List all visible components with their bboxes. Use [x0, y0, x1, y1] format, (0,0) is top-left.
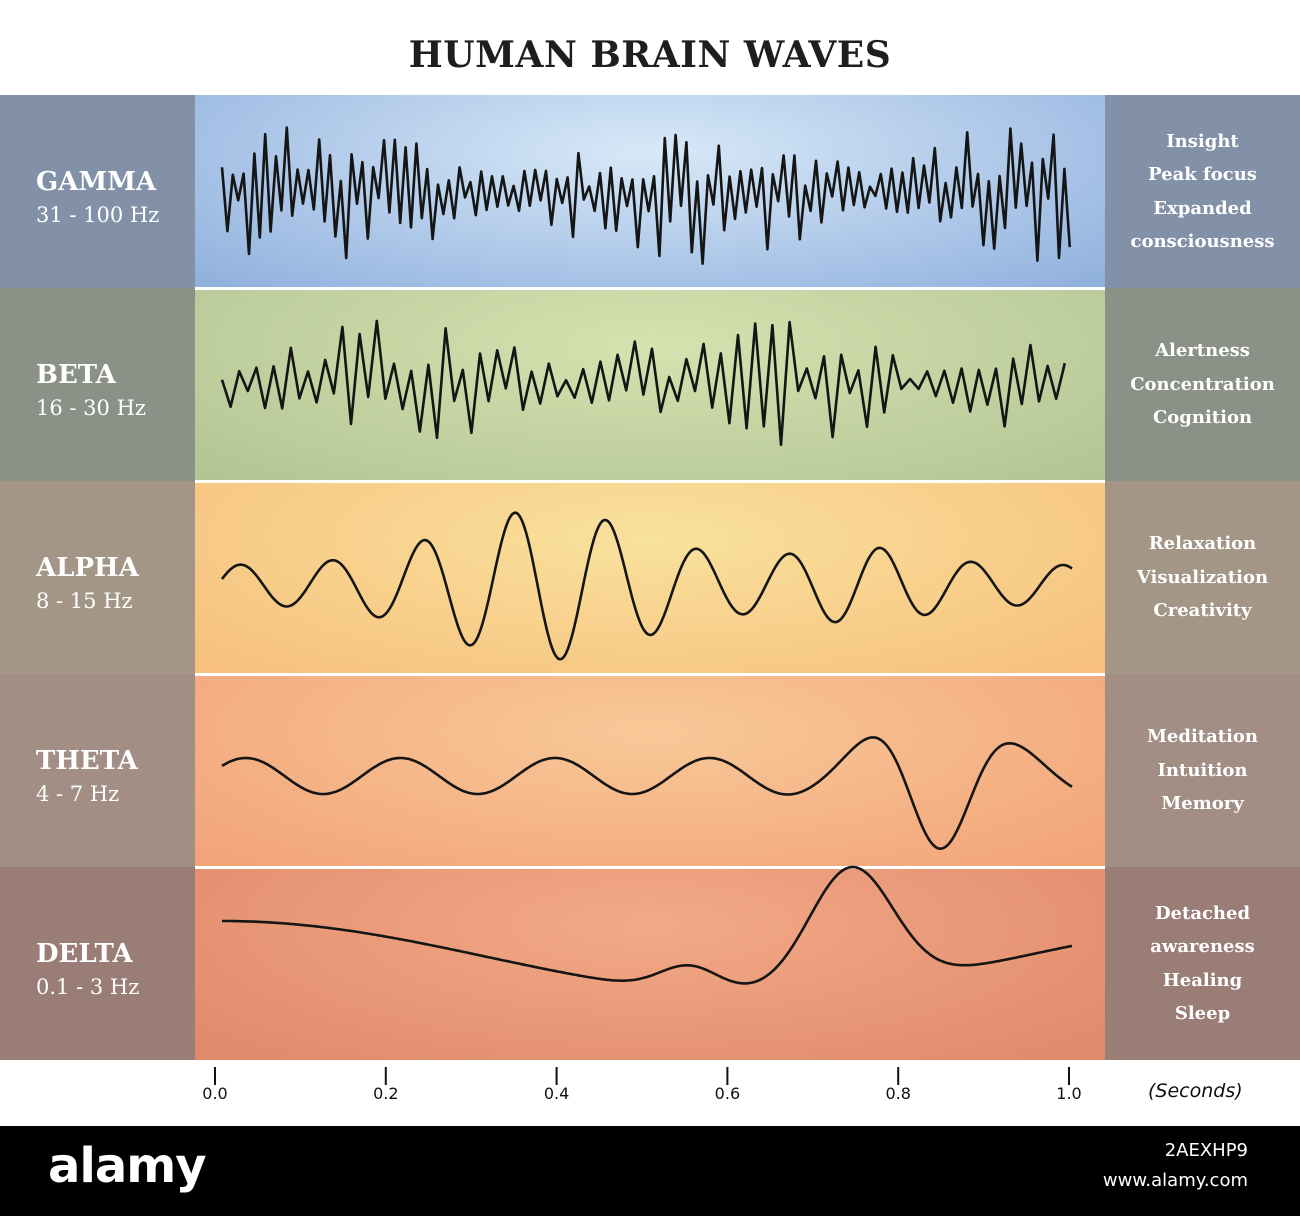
band-effect: Expanded	[1153, 197, 1252, 219]
band-label-panel: GAMMA 31 - 100 Hz	[0, 95, 195, 288]
band-effects-panel: Alertness Concentration Cognition	[1105, 288, 1300, 481]
band-effect: Sleep	[1174, 1003, 1231, 1024]
axis-tick-label: 0.8	[885, 1084, 910, 1103]
band-separator	[195, 480, 1105, 483]
footer-url: www.alamy.com	[1102, 1170, 1248, 1191]
axis-tick-label: 1.0	[1056, 1084, 1081, 1103]
axis-tick-label: 0.2	[373, 1084, 398, 1103]
footer-bar: alamy 2AEXHP9 www.alamy.com	[0, 1126, 1300, 1216]
band-effect: Memory	[1161, 793, 1244, 815]
band-separator	[195, 673, 1105, 676]
footer-logo: alamy	[48, 1138, 207, 1194]
band-name: DELTA	[36, 939, 133, 969]
band-effect: awareness	[1150, 936, 1255, 957]
band-label-panel: ALPHA 8 - 15 Hz	[0, 481, 195, 674]
band-effect: Insight	[1166, 130, 1239, 152]
band-effect: Peak focus	[1148, 164, 1257, 185]
band-effects-panel: Relaxation Visualization Creativity	[1105, 481, 1300, 674]
band-effect: Alertness	[1155, 340, 1250, 362]
band-name: ALPHA	[36, 553, 139, 583]
band-separator	[195, 287, 1105, 290]
band-label-panel: DELTA 0.1 - 3 Hz	[0, 867, 195, 1060]
band-effect: Creativity	[1153, 600, 1252, 622]
axis-tick-label: 0.0	[202, 1084, 227, 1103]
axis-unit-label: (Seconds)	[1148, 1080, 1243, 1102]
footer-image-id: 2AEXHP9	[1164, 1140, 1248, 1161]
band-effect: Healing	[1162, 969, 1243, 991]
band-effect: Relaxation	[1148, 533, 1257, 555]
band-name: BETA	[36, 360, 116, 390]
band-effect: Intuition	[1157, 759, 1248, 781]
axis-tick-label: 0.6	[715, 1084, 740, 1103]
band-label-panel: THETA 4 - 7 Hz	[0, 674, 195, 867]
band-frequency-range: 4 - 7 Hz	[36, 782, 120, 806]
band-frequency-range: 16 - 30 Hz	[36, 396, 146, 420]
diagram-title: HUMAN BRAIN WAVES	[408, 34, 892, 76]
band-frequency-range: 8 - 15 Hz	[36, 589, 133, 613]
band-effects-panel: Detached awareness Healing Sleep	[1105, 867, 1300, 1060]
band-effect: Concentration	[1130, 373, 1275, 395]
axis-tick-label: 0.4	[544, 1084, 569, 1103]
band-label-panel: BETA 16 - 30 Hz	[0, 288, 195, 481]
band-frequency-range: 31 - 100 Hz	[36, 203, 160, 227]
band-effects-panel: Insight Peak focus Expanded consciousness	[1105, 95, 1300, 288]
band-effects-panel: Meditation Intuition Memory	[1105, 674, 1300, 867]
band-name: GAMMA	[36, 167, 157, 197]
band-effect: Meditation	[1146, 726, 1259, 748]
band-effect: Detached	[1154, 902, 1251, 924]
band-frequency-range: 0.1 - 3 Hz	[36, 975, 140, 999]
band-name: THETA	[36, 746, 138, 776]
band-effect: consciousness	[1130, 231, 1275, 252]
band-effect: Cognition	[1152, 407, 1253, 429]
band-effect: Visualization	[1136, 566, 1269, 588]
